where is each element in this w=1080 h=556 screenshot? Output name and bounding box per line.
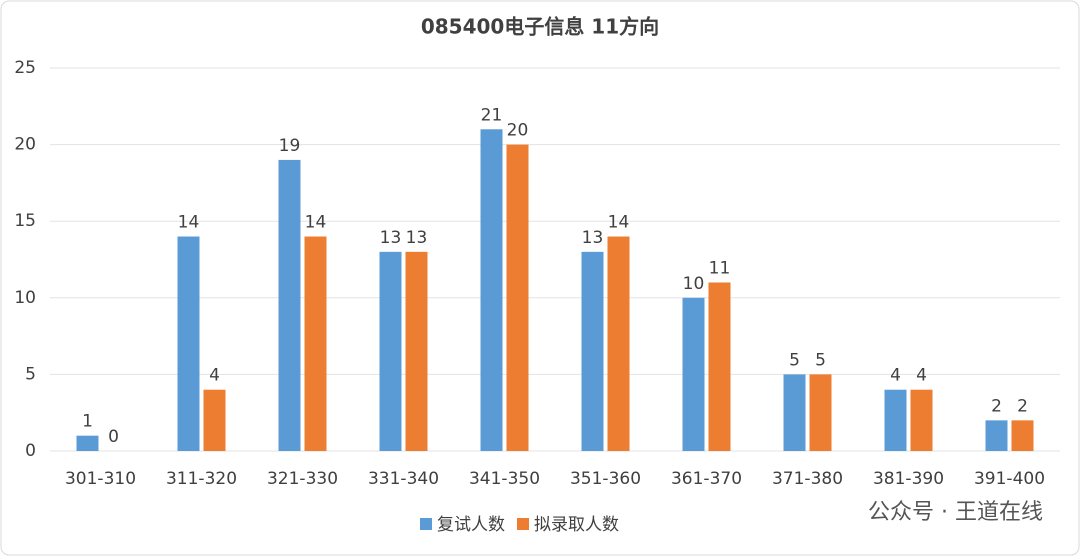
- y-tick-label: 0: [25, 441, 36, 461]
- x-tick-label: 361-370: [671, 469, 742, 489]
- data-label: 4: [916, 366, 927, 386]
- legend-swatch: [420, 518, 432, 530]
- data-label: 2: [1017, 396, 1028, 416]
- data-label: 21: [481, 105, 503, 125]
- data-label: 20: [507, 121, 529, 141]
- data-label: 4: [209, 366, 220, 386]
- data-label: 5: [815, 350, 826, 370]
- bar: [76, 435, 99, 451]
- y-tick-label: 20: [14, 135, 36, 155]
- chart-title: 085400电子信息 11方向: [421, 15, 659, 39]
- bar: [304, 236, 327, 451]
- legend-swatch: [517, 518, 529, 530]
- bar: [985, 420, 1008, 451]
- y-tick-label: 25: [14, 58, 36, 78]
- data-label: 13: [582, 228, 604, 248]
- data-label: 13: [380, 228, 402, 248]
- bar: [177, 236, 200, 451]
- data-label: 0: [108, 427, 119, 447]
- x-tick-label: 301-310: [65, 469, 136, 489]
- x-tick-label: 371-380: [772, 469, 843, 489]
- data-label: 4: [890, 366, 901, 386]
- data-label: 11: [709, 258, 731, 278]
- bar: [884, 389, 907, 451]
- bar: [682, 297, 705, 451]
- data-label: 13: [406, 228, 428, 248]
- x-tick-label: 381-390: [873, 469, 944, 489]
- data-label: 5: [789, 350, 800, 370]
- y-tick-label: 5: [25, 364, 36, 384]
- bar: [708, 282, 731, 451]
- bar: [783, 374, 806, 451]
- bar: [581, 251, 604, 451]
- bar: [278, 159, 301, 452]
- y-tick-label: 15: [14, 211, 36, 231]
- bar: [405, 251, 428, 451]
- x-tick-label: 331-340: [368, 469, 439, 489]
- x-tick-label: 351-360: [570, 469, 641, 489]
- legend-label: 复试人数: [437, 515, 505, 535]
- bar: [809, 374, 832, 451]
- bar: [379, 251, 402, 451]
- data-label: 2: [991, 396, 1002, 416]
- data-label: 14: [178, 213, 200, 233]
- data-label: 19: [279, 136, 301, 156]
- x-tick-label: 311-320: [166, 469, 237, 489]
- bar: [607, 236, 630, 451]
- data-label: 10: [683, 274, 705, 294]
- x-tick-label: 341-350: [469, 469, 540, 489]
- watermark: 公众号 · 王道在线: [868, 500, 1043, 525]
- data-label: 1: [82, 412, 93, 432]
- data-label: 14: [305, 213, 327, 233]
- bar: [506, 144, 529, 451]
- x-tick-label: 391-400: [974, 469, 1045, 489]
- bar: [480, 129, 503, 451]
- x-tick-label: 321-330: [267, 469, 338, 489]
- bar: [910, 389, 933, 451]
- legend-label: 拟录取人数: [534, 515, 619, 535]
- bar: [203, 389, 226, 451]
- y-tick-label: 10: [14, 288, 36, 308]
- bar: [1011, 420, 1034, 451]
- data-label: 14: [608, 213, 630, 233]
